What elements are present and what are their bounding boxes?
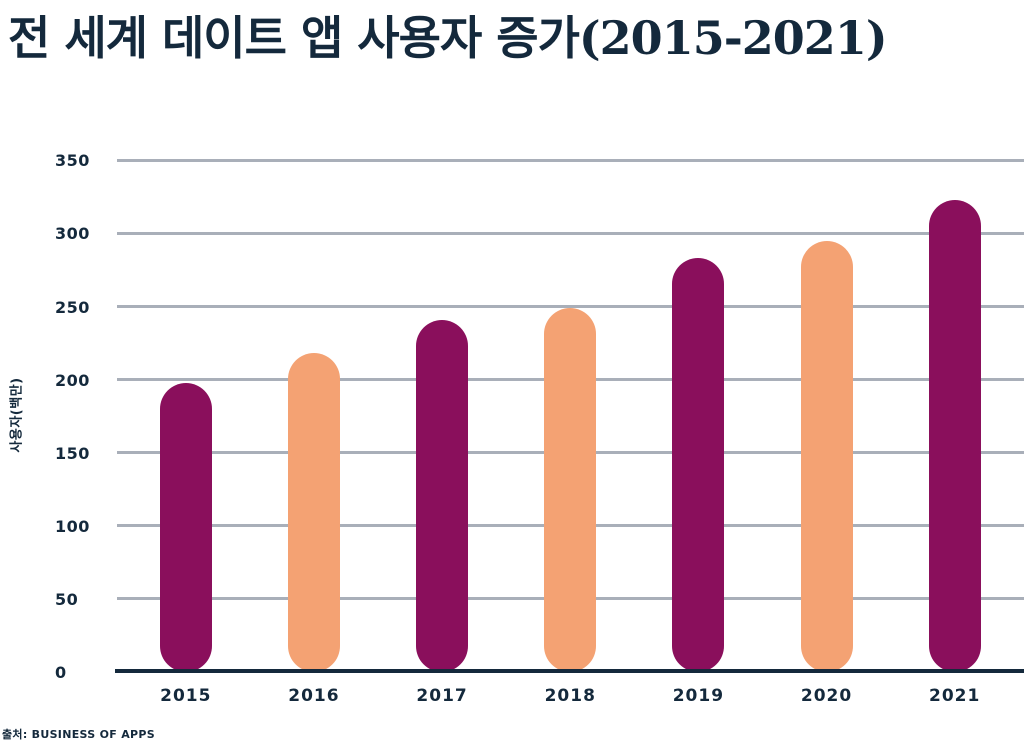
bar-2021 <box>928 199 981 672</box>
bar-2015 <box>159 382 212 672</box>
x-tick-label-2015: 2015 <box>160 686 212 706</box>
bar-2019 <box>672 258 725 672</box>
bar-2017 <box>416 319 469 672</box>
bar-2018 <box>544 307 597 672</box>
gridline-300 <box>117 231 1024 235</box>
x-tick-label-2021: 2021 <box>929 686 981 706</box>
x-tick-label-2016: 2016 <box>288 686 340 706</box>
x-tick-label-2020: 2020 <box>800 686 853 706</box>
x-tick-label-2018: 2018 <box>544 686 596 706</box>
x-tick-label-2017: 2017 <box>416 686 468 706</box>
gridline-350 <box>117 158 1024 162</box>
chart-title: 전 세계 데이트 앱 사용자 증가(2015-2021) <box>8 11 888 65</box>
y-tick-label-50: 50 <box>55 589 79 609</box>
source-note: 출처: BUSINESS OF APPS <box>2 728 155 741</box>
y-axis-title: 사용자(백만) <box>9 377 25 453</box>
y-tick-label-250: 250 <box>55 297 90 317</box>
y-tick-label-300: 300 <box>55 224 90 244</box>
bar-2016 <box>287 353 340 672</box>
bar-2020 <box>800 240 853 672</box>
x-axis-line <box>115 669 1024 673</box>
y-tick-label-200: 200 <box>55 370 90 390</box>
y-tick-label-150: 150 <box>55 443 90 463</box>
gridline-250 <box>117 305 1024 308</box>
y-tick-label-100: 100 <box>55 516 90 536</box>
x-tick-label-2019: 2019 <box>672 686 725 706</box>
y-tick-label-350: 350 <box>55 151 90 171</box>
y-tick-label-0: 0 <box>55 663 67 682</box>
